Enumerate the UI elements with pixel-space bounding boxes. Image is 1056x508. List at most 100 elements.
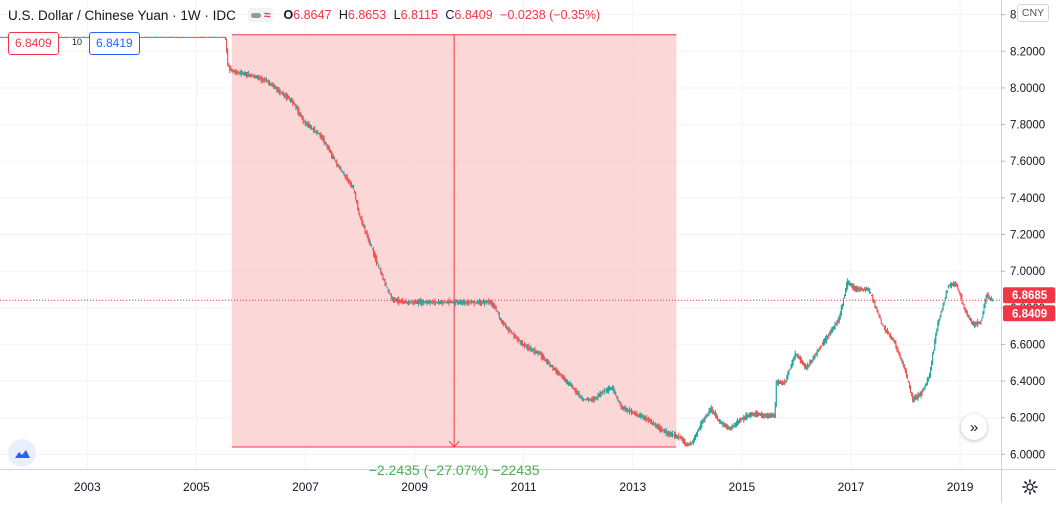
candle-body [714,412,716,418]
candle-body [6,36,8,38]
buy-button[interactable]: 6.8419 [89,32,140,55]
candle-body [161,36,163,38]
candle-body [236,71,238,74]
candle-body [884,326,886,332]
candle-body [646,418,648,420]
candle-body [850,284,852,286]
candle-body [414,301,416,303]
tradingview-cloud-icon[interactable] [8,439,36,467]
candle-body [440,300,442,304]
measure-arrow-head [448,440,460,448]
candle-body [448,300,450,305]
candle-body [272,84,274,87]
candle-body [367,234,369,241]
candle-body [555,368,557,372]
candle-body [746,414,748,419]
candle-body [279,89,281,94]
candle-body [256,76,258,79]
candle-body [895,342,897,348]
candle-body [405,301,407,304]
candle-body [233,70,235,72]
candle-body [983,305,985,314]
candle-body [597,393,599,399]
candle-body [483,301,485,304]
candle-body [936,330,938,334]
candle-body [963,304,965,309]
candle-body [640,415,642,418]
candle-body [191,37,193,39]
candle-body [846,283,848,292]
candle-body [353,186,355,190]
candle-body [175,36,177,38]
candle-body [356,200,358,202]
candle-body [935,334,937,343]
candle-body [942,303,944,310]
candle-body [144,36,146,38]
currency-button[interactable]: CNY [1017,4,1049,22]
candle-body [445,302,447,304]
candle-body [289,98,291,100]
candle-body [893,339,895,342]
candle-body [207,36,209,38]
candle-body [840,306,842,315]
candle-body [704,416,706,421]
candle-body [511,332,513,334]
candle-body [2,37,4,39]
candle-body [499,318,501,320]
scroll-to-realtime-button[interactable]: » [961,414,987,440]
candle-body [736,420,738,426]
candle-body [808,365,810,367]
candle-body [816,349,818,356]
candle-body [729,426,731,430]
candle-body [770,414,772,417]
candle-body [591,397,593,401]
candle-body [307,123,309,128]
candle-body [446,301,448,303]
candle-body [156,36,158,38]
candle-body [469,301,471,303]
candle-body [449,301,451,303]
candle-body [676,434,678,438]
sell-button[interactable]: 6.8409 [8,32,59,55]
candle-body [540,352,542,358]
candle-body [888,333,890,335]
candle-body [203,36,205,38]
candle-body [866,288,868,291]
candle-body [87,36,89,38]
candle-body [419,300,421,304]
candle-body [371,248,373,250]
candle-body [3,37,5,39]
quantity-field[interactable]: 10 [72,37,83,47]
gear-icon[interactable] [1021,478,1039,496]
candle-body [296,106,298,109]
candle-body [248,72,250,77]
candle-body [937,321,939,331]
candle-body [231,68,233,72]
candle-body [147,36,149,38]
candle-body [700,423,702,430]
legend-controls[interactable]: ≈ [247,8,274,22]
candle-body [883,326,885,329]
candle-body [768,415,770,417]
candle-body [431,300,433,304]
candle-body [357,201,359,211]
candle-body [934,340,936,351]
candle-body [277,87,279,93]
symbol-title[interactable]: U.S. Dollar / Chinese Yuan · 1W · IDC [8,7,236,23]
candle-body [701,421,703,428]
candle-body [960,295,962,299]
x-tick-label: 2011 [511,480,537,494]
candle-body [797,355,799,358]
ohlc-values: O6.8647 H6.8653 L6.8115 C6.8409 −0.0238 … [283,8,604,22]
candle-body [662,430,664,432]
candle-body [495,307,497,310]
candle-body [854,286,856,291]
candle-body [504,324,506,326]
candle-body [807,364,809,370]
visibility-icon[interactable] [250,12,261,18]
candle-body [360,216,362,220]
y-tick-label: 6.0000 [1010,449,1045,461]
candle-body [718,419,720,421]
